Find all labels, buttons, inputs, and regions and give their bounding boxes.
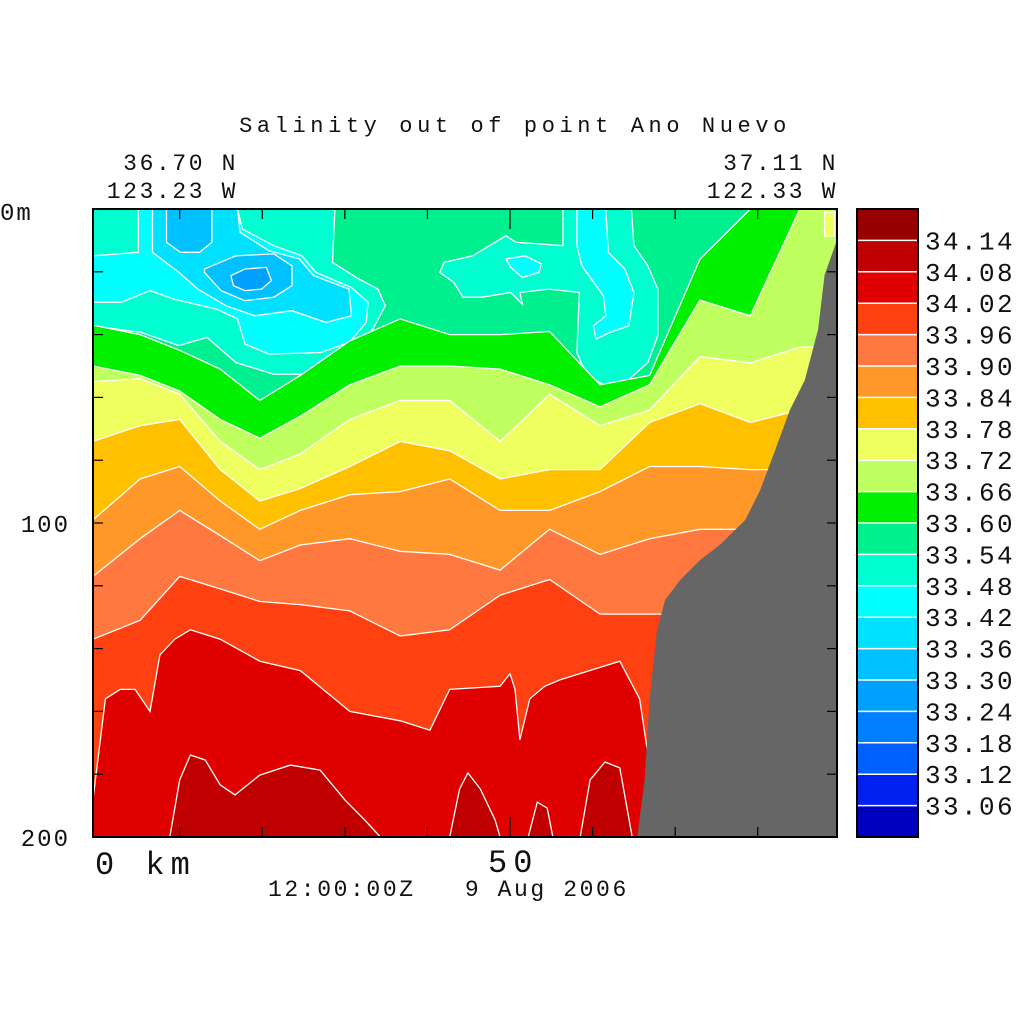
colorbar-label: 33.30 <box>925 667 1015 697</box>
colorbar-frame <box>856 208 919 838</box>
colorbar-label: 33.48 <box>925 573 1015 603</box>
chart-title: Salinity out of point Ano Nuevo <box>239 114 791 139</box>
colorbar-swatch <box>857 523 918 555</box>
colorbar-label: 33.72 <box>925 447 1015 477</box>
contour-line-33.60 <box>93 209 837 402</box>
colorbar-label: 33.06 <box>925 793 1015 823</box>
colorbar-label: 33.54 <box>925 541 1015 571</box>
colorbar-label: 33.96 <box>925 322 1015 352</box>
left-latitude: 36.70 N <box>123 151 238 177</box>
colorbar-swatch <box>857 209 918 241</box>
colorbar-label: 33.66 <box>925 479 1015 509</box>
timestamp: 12:00:00Z 9 Aug 2006 <box>268 877 629 903</box>
colorbar-swatch <box>857 491 918 524</box>
y-axis-mid-label: 100 <box>21 513 70 540</box>
right-latitude: 37.11 N <box>723 151 838 177</box>
colorbar-swatch <box>857 334 918 367</box>
colorbar-label: 34.02 <box>925 290 1015 320</box>
contour-region-34.08 <box>527 801 554 837</box>
colorbar-label: 33.60 <box>925 510 1015 540</box>
contour-region-33.42 <box>504 255 543 279</box>
x-axis-left-label: 0 km <box>95 847 196 884</box>
contour-region-34.08 <box>449 771 501 837</box>
colorbar: 34.1434.0834.0233.9633.9033.8433.7833.72… <box>856 208 1015 838</box>
left-longitude: 123.23 W <box>107 179 238 205</box>
colorbar-swatch <box>857 680 918 712</box>
colorbar-swatch <box>857 460 918 493</box>
contour-region-33.72 <box>823 211 836 237</box>
bathymetry-seafloor <box>637 240 837 837</box>
colorbar-label: 33.24 <box>925 698 1015 728</box>
colorbar-swatch <box>857 397 918 430</box>
colorbar-swatch <box>857 742 918 775</box>
contour-line-33.66 <box>93 209 837 439</box>
colorbar-label: 34.14 <box>925 227 1015 257</box>
y-axis-top-label: 0m <box>0 201 33 228</box>
contour-line-34.02 <box>93 629 661 837</box>
colorbar-swatch <box>857 711 918 744</box>
colorbar-swatch <box>857 240 918 273</box>
colorbar-swatch <box>857 617 918 650</box>
x-axis-mid-label: 50 <box>488 845 538 882</box>
colorbar-swatch <box>857 554 918 587</box>
colorbar-swatch <box>857 271 918 304</box>
colorbar-swatch <box>857 805 918 838</box>
contour-line-33.84 <box>93 465 837 531</box>
colorbar-swatch <box>857 303 918 336</box>
colorbar-label: 33.90 <box>925 353 1015 383</box>
contour-region-33.42 <box>576 209 635 340</box>
axis-ticks <box>93 209 837 837</box>
contour-line-33.72 <box>93 346 837 471</box>
contour-region-34.08 <box>579 761 633 837</box>
colorbar-label: 34.08 <box>925 259 1015 289</box>
colorbar-swatch <box>857 585 918 618</box>
contour-line-33.78 <box>93 403 837 502</box>
contour-plot-area <box>93 209 837 837</box>
contour-region-33.30 <box>165 209 213 253</box>
colorbar-label: 33.42 <box>925 604 1015 634</box>
colorbar-swatch <box>857 774 918 807</box>
colorbar-swatch <box>857 366 918 398</box>
colorbar-swatch <box>857 428 918 461</box>
y-axis-bottom-label: 200 <box>21 827 70 854</box>
colorbar-label: 33.18 <box>925 730 1015 760</box>
colorbar-label: 33.84 <box>925 384 1015 414</box>
contour-band-34.02 <box>93 629 661 837</box>
colorbar-label: 33.36 <box>925 636 1015 666</box>
contour-region-33.24 <box>230 266 273 292</box>
colorbar-label: 33.12 <box>925 761 1015 791</box>
colorbar-swatch <box>857 648 918 681</box>
contour-region-34.08 <box>169 754 382 837</box>
right-longitude: 122.33 W <box>707 179 838 205</box>
contour-line-33.90 <box>93 509 837 577</box>
colorbar-label: 33.78 <box>925 416 1015 446</box>
